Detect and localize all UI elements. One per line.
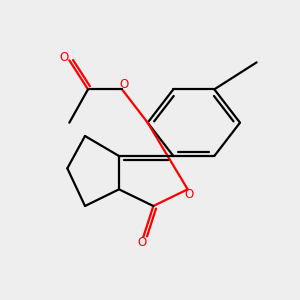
Text: O: O [60, 51, 69, 64]
Text: O: O [137, 236, 146, 248]
Text: O: O [119, 78, 128, 91]
Text: O: O [185, 188, 194, 201]
